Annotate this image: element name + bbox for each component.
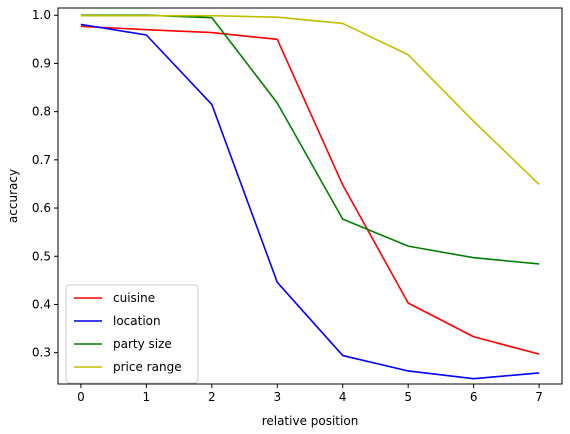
x-tick-label: 0 [77,390,85,404]
y-tick-label: 0.8 [32,105,51,119]
x-tick-label: 1 [143,390,151,404]
axes-layer: 0 1 2 3 4 5 6 7 0.3 0.4 0.5 0.6 0.7 0.8 0.9 1.0 [32,8,543,404]
x-tick-label: 7 [535,390,543,404]
plot-area-frame [57,7,563,385]
x-tick-label: 3 [273,390,281,404]
y-tick-label: 1.0 [32,8,51,22]
series-line-price-range [80,14,540,186]
legend: cuisine location party size price range [65,284,199,384]
x-tick-label: 5 [404,390,412,404]
x-tick-label: 2 [208,390,216,404]
y-axis-label: accuracy [6,169,20,223]
y-tick-label: 0.6 [32,201,51,215]
legend-label: location [113,314,161,328]
series-line-location [80,23,540,380]
series-line-cuisine [80,25,540,355]
x-tick-label: 6 [470,390,478,404]
legend-label: party size [113,337,172,351]
y-tick-label: 0.9 [32,56,51,70]
legend-box [65,284,199,384]
y-tick-label: 0.7 [32,153,51,167]
y-tick-label: 0.4 [32,297,51,311]
legend-label: price range [113,360,182,374]
x-axis-label: relative position [262,414,359,428]
y-tick-label: 0.3 [32,346,51,360]
y-tick-label: 0.5 [32,249,51,263]
series-line-party-size [80,14,540,265]
series-layer [80,14,540,380]
legend-label: cuisine [113,291,155,305]
x-tick-label: 4 [339,390,347,404]
